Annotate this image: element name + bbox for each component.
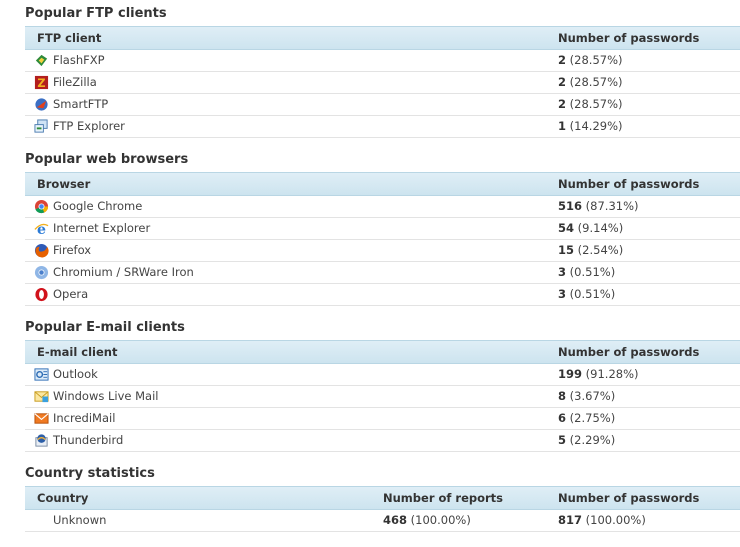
list-item-name: Opera (53, 287, 89, 301)
table-row: Unknown 468 (100.00%) 817 (100.00%) (25, 510, 740, 532)
ftp-table-header: FTP client Number of passwords (25, 26, 740, 50)
svg-text:Z: Z (37, 77, 45, 90)
email-col-passwords: Number of passwords (558, 345, 700, 359)
password-count: 6 (2.75%) (558, 411, 616, 425)
svg-text:e: e (37, 222, 46, 236)
table-row: Outlook 199 (91.28%) (25, 364, 740, 386)
list-item-name: Outlook (53, 367, 98, 381)
list-item-name: Internet Explorer (53, 221, 151, 235)
password-count: 817 (100.00%) (558, 513, 646, 527)
table-row: IncrediMail 6 (2.75%) (25, 408, 740, 430)
password-count: 8 (3.67%) (558, 389, 616, 403)
list-item-name: Chromium / SRWare Iron (53, 265, 194, 279)
country-section-title: Country statistics (25, 466, 155, 481)
ftp-clients-section: Popular FTP clients FTP client Number of… (25, 5, 740, 138)
incredimail-icon (34, 413, 49, 424)
country-col-reports: Number of reports (383, 491, 504, 505)
list-item-name: Firefox (53, 243, 92, 257)
table-row: Firefox 15 (2.54%) (25, 240, 740, 262)
password-count: 2 (28.57%) (558, 53, 623, 67)
password-count: 3 (0.51%) (558, 287, 616, 301)
filezilla-icon: Z (34, 75, 49, 90)
chromium-icon (34, 265, 49, 280)
country-statistics-section: Country statistics Country Number of rep… (25, 465, 740, 532)
list-item-name: FlashFXP (53, 53, 105, 67)
list-item-name: Google Chrome (53, 199, 143, 213)
ftp-explorer-icon (34, 119, 48, 133)
opera-icon (35, 287, 48, 302)
country-name: Unknown (53, 513, 107, 527)
table-row: Google Chrome 516 (87.31%) (25, 196, 740, 218)
report-count: 468 (100.00%) (383, 513, 471, 527)
password-count: 516 (87.31%) (558, 199, 639, 213)
browsers-col-browser: Browser (37, 177, 91, 191)
password-count: 54 (9.14%) (558, 221, 624, 235)
table-row: FTP Explorer 1 (14.29%) (25, 116, 740, 138)
table-row: Thunderbird 5 (2.29%) (25, 430, 740, 452)
list-item-name: Windows Live Mail (53, 389, 159, 403)
firefox-icon (34, 243, 49, 258)
country-table-header: Country Number of reports Number of pass… (25, 486, 740, 510)
country-col-country: Country (37, 491, 89, 505)
ftp-col-passwords: Number of passwords (558, 31, 700, 45)
list-item-name: IncrediMail (53, 411, 116, 425)
email-col-client: E-mail client (37, 345, 118, 359)
list-item-name: FTP Explorer (53, 119, 125, 133)
flashfxp-icon (35, 54, 48, 67)
password-count: 5 (2.29%) (558, 433, 616, 447)
email-table-header: E-mail client Number of passwords (25, 340, 740, 364)
table-row: SmartFTP 2 (28.57%) (25, 94, 740, 116)
password-count: 1 (14.29%) (558, 119, 623, 133)
password-count: 2 (28.57%) (558, 97, 623, 111)
thunderbird-icon (35, 434, 48, 447)
list-item-name: FileZilla (53, 75, 97, 89)
chrome-icon (34, 199, 49, 214)
table-row: Windows Live Mail 8 (3.67%) (25, 386, 740, 408)
table-row: Chromium / SRWare Iron 3 (0.51%) (25, 262, 740, 284)
browsers-table-header: Browser Number of passwords (25, 172, 740, 196)
browsers-section-title: Popular web browsers (25, 152, 189, 167)
table-row: FlashFXP 2 (28.57%) (25, 50, 740, 72)
browsers-col-passwords: Number of passwords (558, 177, 700, 191)
password-count: 199 (91.28%) (558, 367, 639, 381)
ftp-col-client: FTP client (37, 31, 102, 45)
web-browsers-section: Popular web browsers Browser Number of p… (25, 151, 740, 306)
password-count: 15 (2.54%) (558, 243, 624, 257)
password-count: 3 (0.51%) (558, 265, 616, 279)
table-row: e Internet Explorer 54 (9.14%) (25, 218, 740, 240)
ftp-section-title: Popular FTP clients (25, 6, 167, 21)
smartftp-icon (35, 98, 48, 111)
password-count: 2 (28.57%) (558, 75, 623, 89)
windows-live-mail-icon (34, 391, 49, 403)
ie-icon: e (34, 222, 49, 236)
email-section-title: Popular E-mail clients (25, 320, 185, 335)
table-row: Opera 3 (0.51%) (25, 284, 740, 306)
table-row: Z FileZilla 2 (28.57%) (25, 72, 740, 94)
email-clients-section: Popular E-mail clients E-mail client Num… (25, 319, 740, 452)
list-item-name: Thunderbird (53, 433, 124, 447)
list-item-name: SmartFTP (53, 97, 109, 111)
outlook-icon (34, 368, 49, 381)
country-col-passwords: Number of passwords (558, 491, 700, 505)
